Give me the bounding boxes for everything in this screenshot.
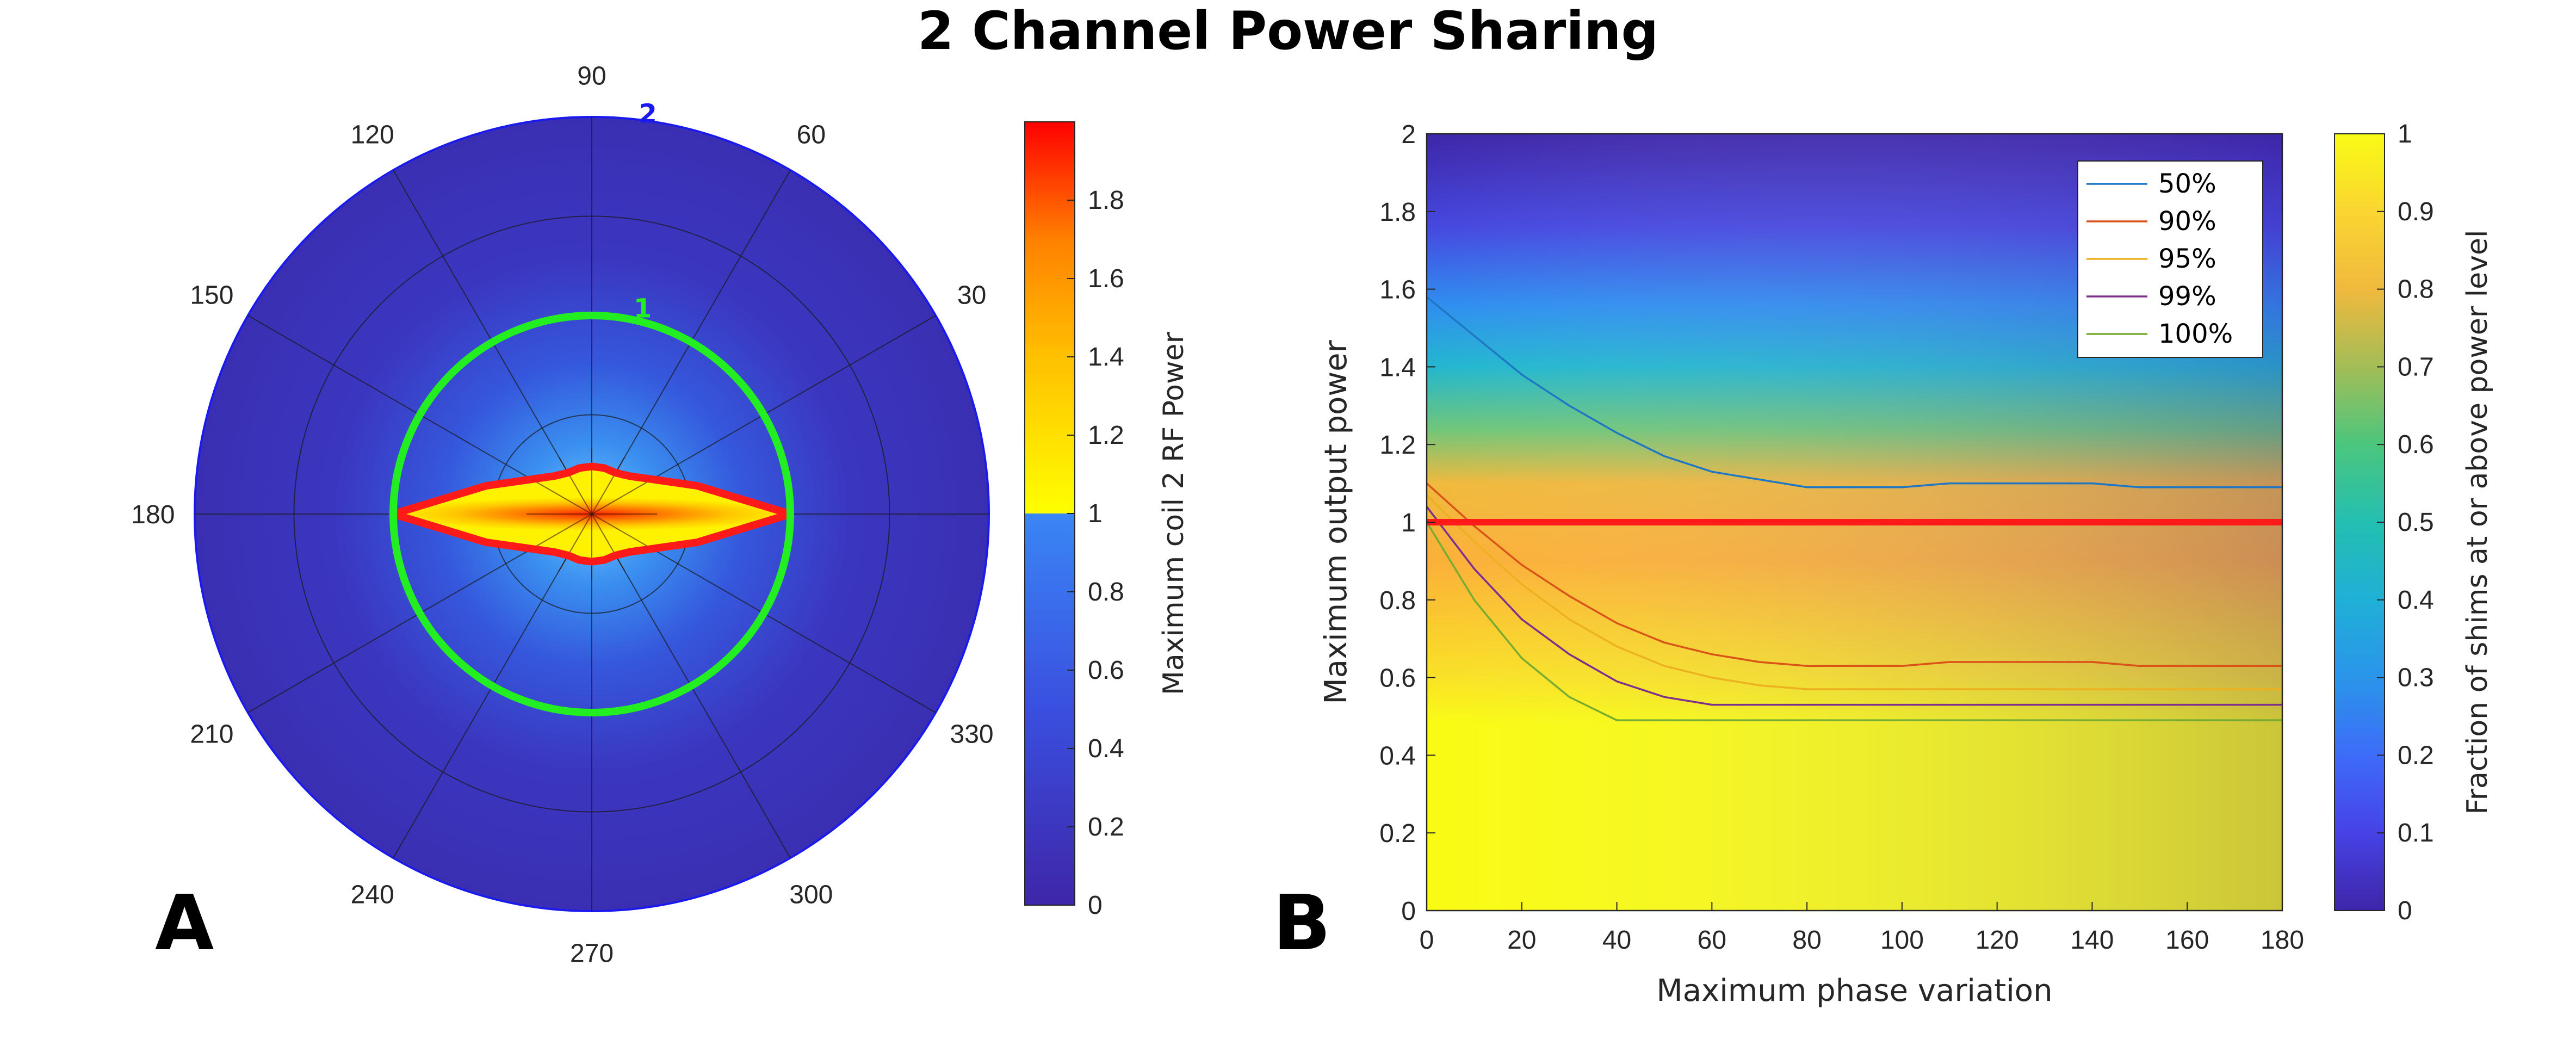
colorbar-b-tick-label: 0 <box>2398 896 2412 925</box>
y-tick-label: 0.6 <box>1379 664 1416 693</box>
angle-tick-label: 60 <box>797 120 826 149</box>
radius-tick-label: 1 <box>634 294 652 324</box>
colorbar-b-tick-label: 0.1 <box>2398 819 2434 847</box>
y-tick-label: 0.8 <box>1379 586 1416 615</box>
legend-label: 90% <box>2158 206 2216 237</box>
colorbar-a-tick-label: 1.8 <box>1088 186 1124 215</box>
y-tick-label: 0.4 <box>1379 741 1416 770</box>
phase-power-heatmap: 0 20 40 60 80 100 120 140 160 18000.20.40.60.811.… <box>1318 120 2494 1008</box>
unit-power-circle <box>389 312 794 716</box>
y-tick-label: 1 <box>1401 509 1416 537</box>
radius-tick-label: 2 <box>639 98 657 129</box>
x-tick-label: 60 <box>1698 926 1726 955</box>
legend-label: 99% <box>2158 281 2216 312</box>
angle-tick-label: 150 <box>190 281 233 310</box>
polar-inner-spoke <box>535 480 592 515</box>
colorbar-a-tick-label: 0.2 <box>1088 813 1124 842</box>
angle-tick-label: 180 <box>131 500 175 529</box>
angle-tick-label: 30 <box>957 281 986 310</box>
figure-title: 2 Channel Power Sharing <box>918 1 1658 61</box>
colorbar-a-tick-label: 0.8 <box>1088 578 1124 607</box>
contour-line-1 <box>1426 482 2282 667</box>
colorbar-a-label: Maximum coil 2 RF Power <box>1157 331 1190 695</box>
contour-line-3 <box>1426 506 2282 706</box>
legend-label: 95% <box>2158 244 2216 274</box>
colorbar-b-tick-label: 0.9 <box>2398 197 2434 226</box>
colorbar-b-tick-label: 0.3 <box>2398 664 2434 692</box>
polar-inner-spoke <box>591 480 649 515</box>
angle-tick-label: 330 <box>950 720 994 748</box>
legend-label: 100% <box>2158 319 2233 349</box>
angle-tick-label: 120 <box>351 120 394 149</box>
contour-line-0 <box>1426 296 2282 488</box>
angle-tick-label: 240 <box>351 881 394 909</box>
colorbar-b-tick-label: 1 <box>2398 120 2412 149</box>
x-tick-label: 100 <box>1880 926 1924 955</box>
angle-tick-label: 300 <box>789 881 833 909</box>
colorbar-a-tick-label: 0.4 <box>1088 734 1124 763</box>
y-tick-label: 1.4 <box>1379 353 1416 382</box>
polar-inner-spoke <box>558 457 592 515</box>
contour-line-4 <box>1426 522 2282 721</box>
panel-a-label: A <box>155 879 214 968</box>
colorbar-a-tick-label: 0 <box>1088 891 1103 920</box>
angle-tick-label: 270 <box>570 939 614 968</box>
y-axis-label: Maximum output power <box>1318 339 1354 704</box>
colorbar-a-tick-label: 1.4 <box>1088 343 1124 372</box>
colorbar-b-tick-label: 0.6 <box>2398 430 2434 459</box>
polar-inner-spoke <box>558 513 592 571</box>
y-tick-label: 1.2 <box>1379 431 1416 460</box>
colorbar-a-tick-label: 1.6 <box>1088 264 1124 293</box>
colorbar-b-tick-label: 0.2 <box>2398 741 2434 770</box>
colorbar-a <box>1024 121 1075 906</box>
x-tick-label: 40 <box>1602 926 1631 955</box>
x-tick-label: 160 <box>2165 926 2209 955</box>
colorbar-b-tick-label: 0.7 <box>2398 352 2434 381</box>
contour-line-2 <box>1426 494 2282 690</box>
colorbar-a-tick-label: 1.2 <box>1088 421 1124 450</box>
y-tick-label: 1.8 <box>1379 198 1416 227</box>
legend-label: 50% <box>2158 169 2216 199</box>
x-tick-label: 80 <box>1792 926 1821 955</box>
y-tick-label: 2 <box>1401 120 1416 149</box>
polar-inner-spoke <box>591 513 649 548</box>
x-tick-label: 180 <box>2261 926 2304 955</box>
polar-inner-spoke <box>591 513 626 571</box>
colorbar-a-tick-label: 0.6 <box>1088 656 1124 685</box>
angle-tick-label: 90 <box>577 61 606 90</box>
y-tick-label: 0.2 <box>1379 819 1416 848</box>
colorbar-a-tick-label: 1 <box>1088 499 1103 528</box>
colorbar-b <box>2334 133 2385 911</box>
y-tick-label: 0 <box>1401 897 1416 926</box>
x-tick-label: 0 <box>1420 926 1434 955</box>
polar-inner-spoke <box>535 513 592 548</box>
x-tick-label: 20 <box>1507 926 1536 955</box>
panel-b-label: B <box>1273 879 1331 968</box>
polar-chart: 03060901201501802102402703003301200.20.4… <box>131 61 1190 968</box>
colorbar-b-label: Fraction of shims at or above power leve… <box>2461 230 2494 815</box>
x-tick-label: 140 <box>2070 926 2114 955</box>
angle-tick-label: 210 <box>190 720 233 748</box>
colorbar-b-tick-label: 0.5 <box>2398 508 2434 537</box>
y-tick-label: 1.6 <box>1379 276 1416 305</box>
colorbar-b-tick-label: 0.4 <box>2398 586 2434 615</box>
colorbar-b-tick-label: 0.8 <box>2398 275 2434 304</box>
polar-inner-spoke <box>591 457 626 515</box>
x-axis-label: Maximum phase variation <box>1656 973 2052 1008</box>
x-tick-label: 120 <box>1976 926 2019 955</box>
